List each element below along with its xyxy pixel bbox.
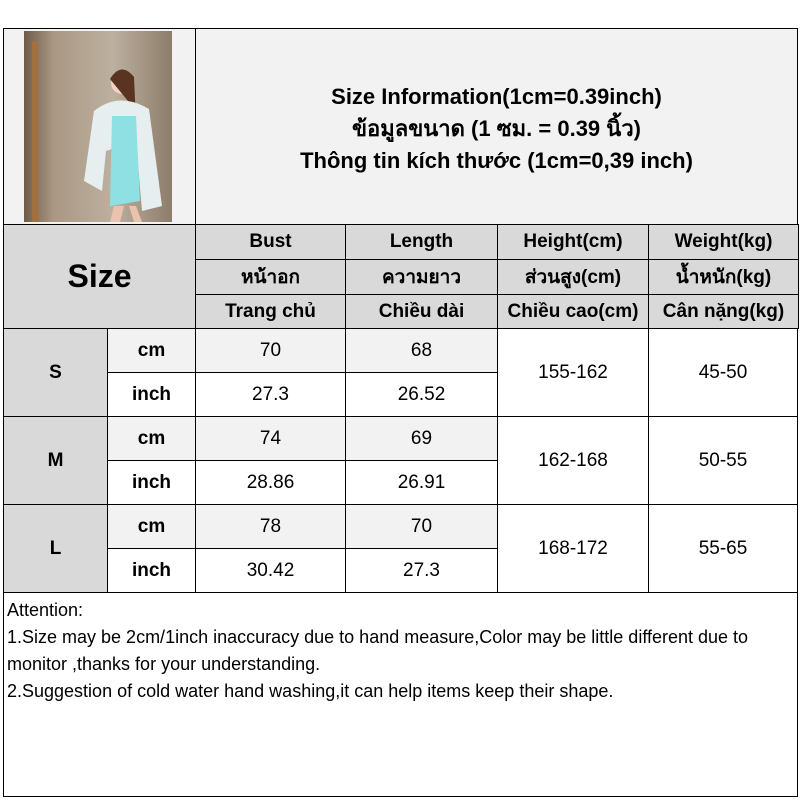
unit-cm: cm [107,328,196,373]
inch-value: 26.91 [345,460,498,505]
note-1: 1.Size may be 2cm/1inch inaccuracy due t… [7,627,749,674]
cm-value: 69 [345,416,498,461]
weight-value: 50-55 [648,416,798,505]
cm-value: 74 [195,416,346,461]
unit-cm: cm [107,416,196,461]
column-header-th: ส่วนสูง(cm) [497,259,649,295]
size-label: M [3,416,108,505]
weight-value: 45-50 [648,328,798,417]
column-header-en: Bust [195,224,346,260]
size-label: L [3,504,108,593]
column-header-vi: Cân nặng(kg) [648,294,799,329]
unit-inch: inch [107,460,196,505]
column-header-th: หน้าอก [195,259,346,295]
title-th: ข้อมูลขนาด (1 ซม. = 0.39 นิ้ว) [351,116,641,141]
inch-value: 27.3 [195,372,346,417]
model-photo [24,31,172,222]
height-value: 155-162 [497,328,649,417]
column-header-th: น้ำหนัก(kg) [648,259,799,295]
unit-cm: cm [107,504,196,549]
height-value: 168-172 [497,504,649,593]
notes: Attention: 1.Size may be 2cm/1inch inacc… [3,592,798,797]
note-2: 2.Suggestion of cold water hand washing,… [7,681,614,701]
size-header: Size [3,224,196,329]
title-cell: Size Information(1cm=0.39inch) ข้อมูลขนา… [195,28,798,225]
inch-value: 28.86 [195,460,346,505]
column-header-vi: Chiều dài [345,294,498,329]
column-header-th: ความยาว [345,259,498,295]
column-header-vi: Chiều cao(cm) [497,294,649,329]
unit-inch: inch [107,372,196,417]
inch-value: 27.3 [345,548,498,593]
title-en: Size Information(1cm=0.39inch) [331,84,662,109]
cm-value: 78 [195,504,346,549]
weight-value: 55-65 [648,504,798,593]
height-value: 162-168 [497,416,649,505]
inch-value: 30.42 [195,548,346,593]
note-title: Attention: [7,600,84,620]
size-label: S [3,328,108,417]
unit-inch: inch [107,548,196,593]
inch-value: 26.52 [345,372,498,417]
column-header-en: Length [345,224,498,260]
cm-value: 70 [345,504,498,549]
column-header-en: Weight(kg) [648,224,799,260]
cm-value: 70 [195,328,346,373]
column-header-vi: Trang chủ [195,294,346,329]
title-vi: Thông tin kích thước (1cm=0,39 inch) [300,148,693,173]
column-header-en: Height(cm) [497,224,649,260]
cm-value: 68 [345,328,498,373]
